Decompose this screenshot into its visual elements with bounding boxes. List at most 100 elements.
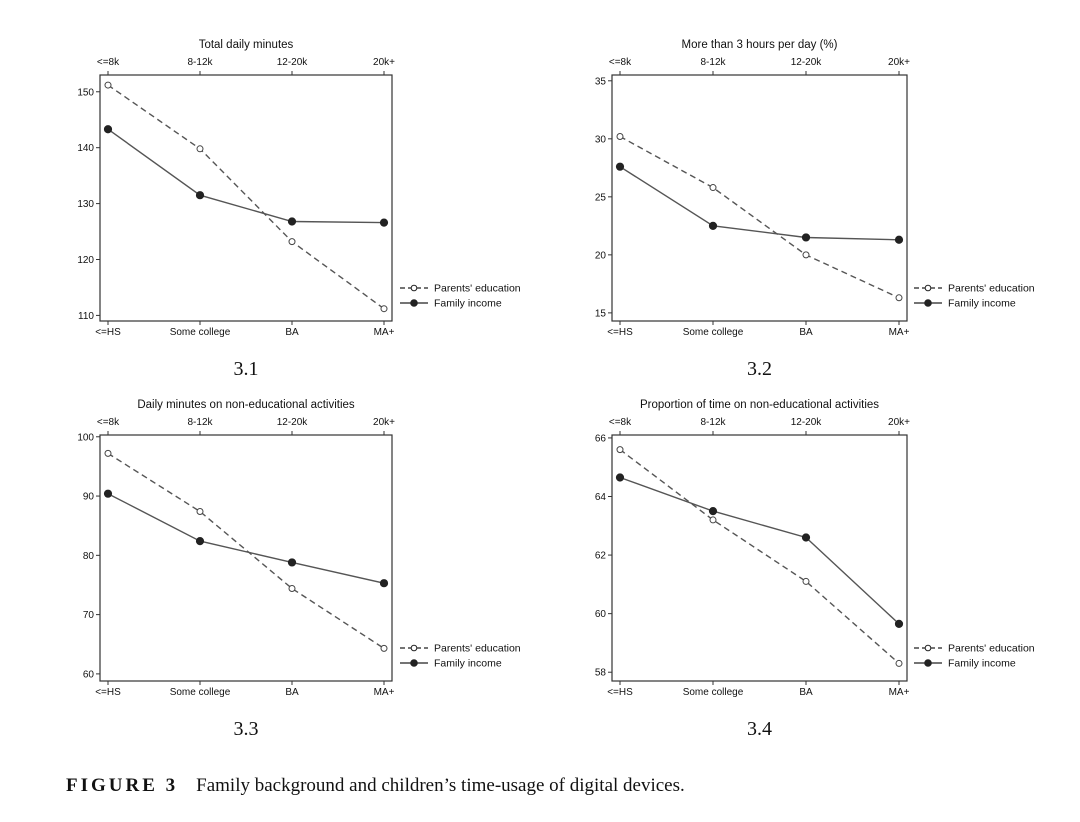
bottom-tick-label: MA+ (374, 687, 395, 698)
bottom-tick-label: BA (285, 327, 299, 338)
top-tick-label: <=8k (609, 57, 632, 68)
data-point-family-income (103, 489, 113, 498)
series-line-parents-education (107, 452, 385, 649)
y-tick-label: 80 (83, 551, 95, 562)
data-point-parents-education (616, 133, 624, 140)
data-point-family-income (708, 507, 718, 516)
series-line-parents-education (107, 84, 385, 310)
top-tick-label: 8-12k (187, 417, 213, 428)
bottom-tick-label: <=HS (607, 687, 633, 698)
data-point-family-income (801, 233, 811, 242)
series-line-family-income (107, 128, 385, 224)
data-point-family-income (379, 579, 389, 588)
panel-3-4: Proportion of time on non-educational ac… (595, 399, 1035, 740)
legend-swatch-marker (410, 284, 418, 292)
bottom-tick-label: <=HS (95, 687, 121, 698)
data-point-parents-education (104, 449, 112, 457)
plot-frame (99, 434, 393, 682)
series-line-family-income (619, 166, 900, 241)
y-tick-label: 35 (595, 76, 607, 87)
data-point-parents-education (802, 251, 810, 259)
panel-label: 3.1 (234, 358, 259, 380)
legend-label: Parents' education (434, 643, 521, 655)
legend-label: Family income (434, 298, 502, 310)
bottom-tick-label: MA+ (889, 327, 910, 338)
legend-swatch-marker (410, 644, 418, 652)
bottom-tick-label: Some college (170, 327, 231, 338)
series-line-family-income (619, 476, 900, 625)
bottom-tick-label: MA+ (889, 687, 910, 698)
legend: Parents' education Family income (400, 643, 521, 670)
chart-title: Proportion of time on non-educational ac… (640, 399, 879, 411)
top-tick-label: 8-12k (700, 417, 726, 428)
data-point-parents-education (616, 446, 624, 454)
y-tick-label: 25 (595, 192, 607, 203)
panel-3-2: More than 3 hours per day (%) <=8k 8-12k 12… (595, 39, 1035, 380)
figure-caption-text: Family background and children’s time-us… (196, 775, 685, 796)
y-tick-label: 100 (77, 432, 94, 443)
y-tick-label: 110 (78, 311, 94, 322)
data-point-family-income (287, 558, 297, 567)
top-tick-label: 8-12k (187, 57, 213, 68)
bottom-tick-label: BA (285, 687, 299, 698)
data-point-family-income (195, 191, 205, 200)
figure-caption: FIGURE 3 Family background and children’s… (66, 775, 685, 797)
panel-3-1: Total daily minutes <=8k 8-12k 12-20k 20k+ <=… (77, 39, 520, 380)
legend-label: Parents' education (948, 643, 1035, 655)
data-point-parents-education (288, 585, 296, 593)
figure-caption-label: FIGURE 3 (66, 775, 179, 796)
legend: Parents' education Family income (914, 643, 1035, 670)
y-tick-label: 58 (595, 668, 607, 679)
top-tick-label: <=8k (97, 417, 120, 428)
y-tick-label: 70 (83, 610, 95, 621)
series-line-parents-education (619, 135, 900, 299)
bottom-tick-label: BA (799, 327, 813, 338)
data-point-family-income (195, 537, 205, 546)
bottom-tick-label: BA (799, 687, 813, 698)
y-tick-label: 62 (595, 551, 607, 562)
panel-label: 3.2 (747, 358, 772, 380)
bottom-tick-label: Some college (683, 327, 744, 338)
panel-label: 3.3 (234, 718, 259, 740)
plot-frame (99, 74, 393, 322)
y-tick-label: 15 (595, 308, 607, 319)
legend-label: Family income (948, 298, 1016, 310)
y-tick-label: 140 (77, 143, 94, 154)
legend-swatch-marker (924, 659, 932, 667)
data-point-parents-education (895, 294, 903, 302)
top-tick-label: 8-12k (700, 57, 726, 68)
panel-label: 3.4 (747, 718, 772, 740)
data-point-family-income (615, 473, 625, 482)
bottom-tick-label: Some college (683, 687, 744, 698)
data-point-parents-education (196, 507, 204, 515)
data-point-parents-education (895, 659, 903, 667)
data-point-family-income (894, 619, 904, 628)
bottom-tick-label: <=HS (607, 327, 633, 338)
top-tick-label: 12-20k (791, 57, 823, 68)
data-point-parents-education (288, 238, 296, 246)
chart-title: Daily minutes on non-educational activit… (137, 399, 355, 411)
legend-swatch-marker (924, 644, 932, 652)
legend-label: Family income (434, 658, 502, 670)
series-line-parents-education (619, 449, 900, 664)
legend-label: Parents' education (434, 283, 521, 295)
y-tick-label: 20 (595, 250, 607, 261)
legend: Parents' education Family income (914, 283, 1035, 310)
y-tick-label: 130 (77, 199, 94, 210)
data-point-parents-education (709, 516, 717, 524)
data-point-family-income (379, 218, 389, 227)
data-point-family-income (615, 162, 625, 171)
y-tick-label: 60 (595, 609, 607, 620)
bottom-tick-label: <=HS (95, 327, 121, 338)
chart-title: More than 3 hours per day (%) (682, 39, 838, 51)
top-tick-label: 12-20k (277, 57, 309, 68)
legend-swatch-marker (410, 659, 418, 667)
plot-frame (611, 434, 908, 682)
plot-frame (611, 74, 908, 322)
legend-swatch-marker (924, 299, 932, 307)
legend-swatch-marker (410, 299, 418, 307)
panel-3-3: Daily minutes on non-educational activit… (77, 399, 520, 740)
top-tick-label: <=8k (97, 57, 120, 68)
y-tick-label: 120 (77, 255, 94, 266)
